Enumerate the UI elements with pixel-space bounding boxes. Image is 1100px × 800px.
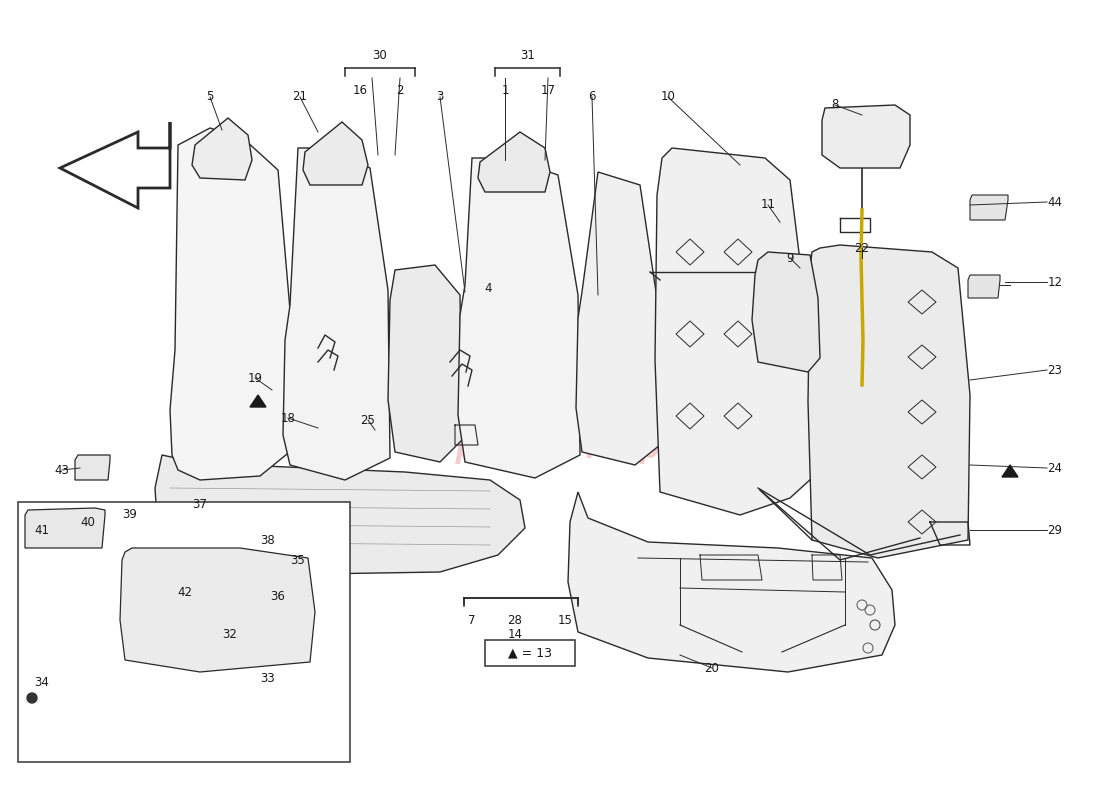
Polygon shape	[250, 395, 266, 407]
Text: 36: 36	[271, 590, 285, 603]
Text: 22: 22	[855, 242, 869, 254]
Text: 30: 30	[373, 49, 387, 62]
Text: 6: 6	[588, 90, 596, 103]
Text: 37: 37	[192, 498, 208, 511]
Text: 35: 35	[290, 554, 306, 566]
Polygon shape	[968, 275, 1000, 298]
Bar	[18, 502, 350, 762]
Text: 18: 18	[280, 411, 296, 425]
Text: 24: 24	[1047, 462, 1063, 474]
Polygon shape	[654, 148, 812, 515]
Text: 21: 21	[293, 90, 308, 103]
Text: 1: 1	[502, 84, 508, 97]
Text: 31: 31	[520, 49, 535, 62]
Text: 12: 12	[1047, 275, 1063, 289]
Polygon shape	[25, 508, 104, 548]
Text: 11: 11	[760, 198, 775, 211]
Polygon shape	[155, 455, 525, 575]
Text: 19: 19	[248, 371, 263, 385]
Text: 10: 10	[661, 90, 675, 103]
Text: 16: 16	[352, 84, 367, 97]
Text: ▲ = 13: ▲ = 13	[508, 646, 552, 659]
Text: 17: 17	[540, 84, 556, 97]
Text: 3: 3	[437, 90, 443, 103]
Polygon shape	[60, 122, 170, 208]
Polygon shape	[388, 265, 462, 462]
Text: 2: 2	[396, 84, 404, 97]
Polygon shape	[752, 252, 820, 372]
Polygon shape	[75, 455, 110, 480]
Text: 14: 14	[507, 628, 522, 641]
Text: 39: 39	[122, 509, 138, 522]
Text: 25: 25	[361, 414, 375, 426]
Text: 41: 41	[34, 523, 50, 537]
Text: 43: 43	[55, 463, 69, 477]
Polygon shape	[1002, 465, 1018, 477]
Text: 8: 8	[832, 98, 838, 111]
Text: 34: 34	[34, 675, 50, 689]
Polygon shape	[478, 132, 550, 192]
Text: 9: 9	[786, 251, 794, 265]
Polygon shape	[120, 548, 315, 672]
Bar	[485, 640, 575, 666]
Text: 38: 38	[261, 534, 275, 546]
Text: 7: 7	[469, 614, 475, 627]
Text: 32: 32	[222, 629, 238, 642]
Text: 33: 33	[261, 671, 275, 685]
Text: 29: 29	[1047, 523, 1063, 537]
Text: 20: 20	[705, 662, 719, 674]
Polygon shape	[822, 105, 910, 168]
Circle shape	[28, 693, 37, 703]
Polygon shape	[458, 158, 580, 478]
Text: 15: 15	[558, 614, 572, 627]
Polygon shape	[170, 128, 292, 480]
Polygon shape	[970, 195, 1008, 220]
Text: 4: 4	[484, 282, 492, 294]
Polygon shape	[568, 492, 895, 672]
Polygon shape	[283, 148, 390, 480]
Text: 42: 42	[177, 586, 192, 598]
Text: 5: 5	[207, 90, 213, 103]
Polygon shape	[192, 118, 252, 180]
Text: 23: 23	[1047, 363, 1063, 377]
Polygon shape	[576, 172, 660, 465]
Text: a passion for parts...: a passion for parts...	[427, 436, 754, 464]
Polygon shape	[302, 122, 368, 185]
Text: 44: 44	[1047, 195, 1063, 209]
Polygon shape	[808, 245, 970, 558]
Text: 28: 28	[507, 614, 522, 627]
Text: 40: 40	[80, 515, 96, 529]
